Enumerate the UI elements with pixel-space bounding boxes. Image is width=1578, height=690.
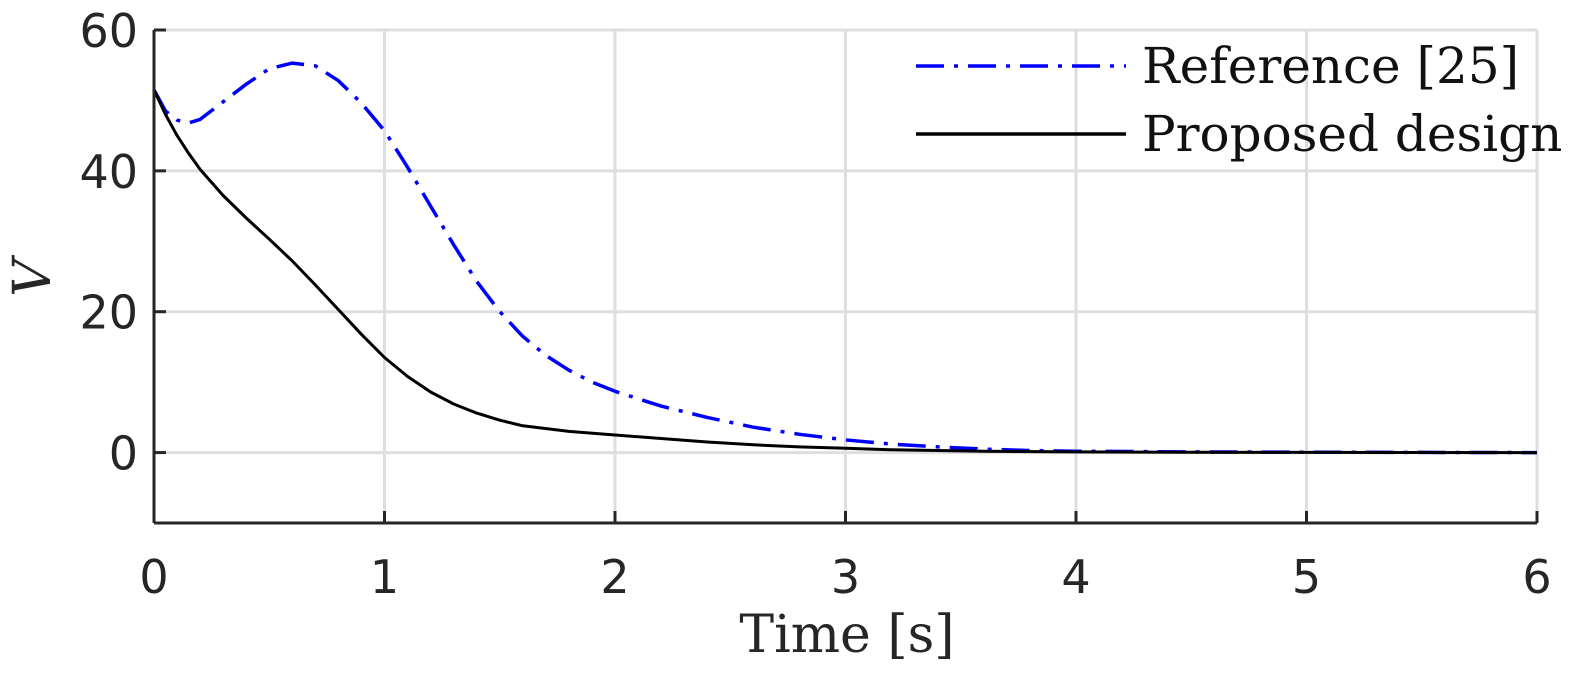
x-tick-label: 3: [831, 550, 860, 604]
axes: [152, 28, 1539, 525]
x-tick-label: 6: [1522, 550, 1551, 604]
x-tick-label: 2: [600, 550, 629, 604]
y-tick-label: 20: [79, 286, 138, 340]
x-axis-label: Time [s]: [739, 605, 954, 665]
x-tick-labels: 0 1 2 3 4 5 6: [139, 550, 1551, 604]
y-tick-label: 0: [109, 427, 138, 481]
y-tick-labels: 0 20 40 60: [79, 4, 138, 481]
series-lines: [152, 61, 1538, 455]
y-axis-label: V: [3, 255, 63, 297]
series-line-2: [152, 89, 1538, 455]
legend: Reference [25] Proposed design: [916, 37, 1562, 163]
x-tick-label: 0: [139, 550, 168, 604]
grid-lines: [152, 28, 1539, 523]
y-tick-label: 40: [79, 145, 138, 199]
legend-label-1: Reference [25]: [1142, 37, 1519, 95]
x-tick-label: 1: [370, 550, 399, 604]
x-tick-label: 5: [1292, 550, 1321, 604]
legend-label-2: Proposed design: [1142, 105, 1562, 163]
y-tick-label: 60: [79, 4, 138, 58]
x-tick-label: 4: [1061, 550, 1090, 604]
series-line-1: [152, 61, 1538, 455]
